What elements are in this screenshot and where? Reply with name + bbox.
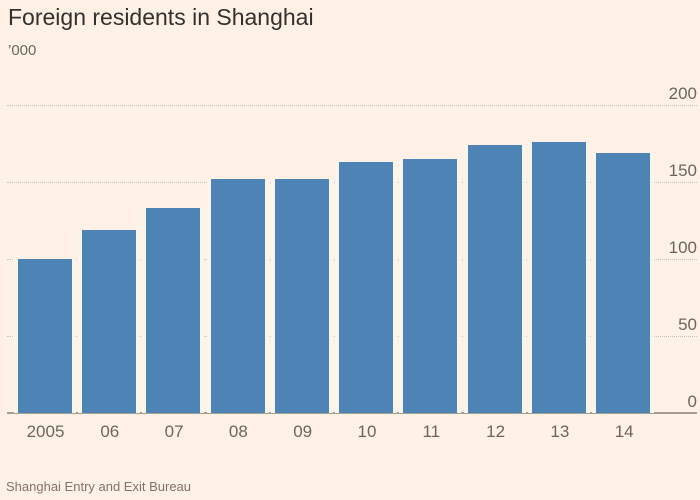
chart-units-label: ’000 [8, 42, 37, 59]
bar-12 [463, 145, 526, 413]
x-tick-label-14: 14 [614, 422, 634, 441]
bar-11 [399, 158, 462, 413]
x-tick-label-12: 12 [486, 422, 506, 441]
chart-source: Shanghai Entry and Exit Bureau [6, 479, 192, 494]
x-tick-label-2005: 2005 [26, 422, 65, 441]
bar-13 [528, 141, 591, 413]
x-tick-label-09: 09 [293, 422, 313, 441]
x-axis-baseline [7, 412, 697, 414]
bar-06 [77, 229, 140, 413]
x-tick-label-07: 07 [164, 422, 184, 441]
x-tick-label-11: 11 [422, 422, 441, 441]
x-tick-label-13: 13 [550, 422, 570, 441]
y-tick-label-150: 150 [668, 161, 697, 180]
bar-14 [592, 152, 655, 413]
chart-title: Foreign residents in Shanghai [8, 4, 314, 30]
y-tick-label-200: 200 [668, 84, 697, 103]
y-tick-label-50: 50 [678, 315, 697, 334]
bar-08 [206, 178, 269, 413]
x-tick-label-10: 10 [357, 422, 377, 441]
bar-09 [270, 178, 333, 413]
y-tick-label-100: 100 [668, 238, 697, 257]
x-tick-label-06: 06 [100, 422, 120, 441]
bar-2005 [13, 259, 76, 413]
y-tick-label-0: 0 [687, 392, 697, 411]
x-tick-label-08: 08 [228, 422, 248, 441]
bar-10 [335, 161, 398, 413]
bar-07 [142, 208, 205, 413]
gridline-200 [7, 105, 697, 106]
